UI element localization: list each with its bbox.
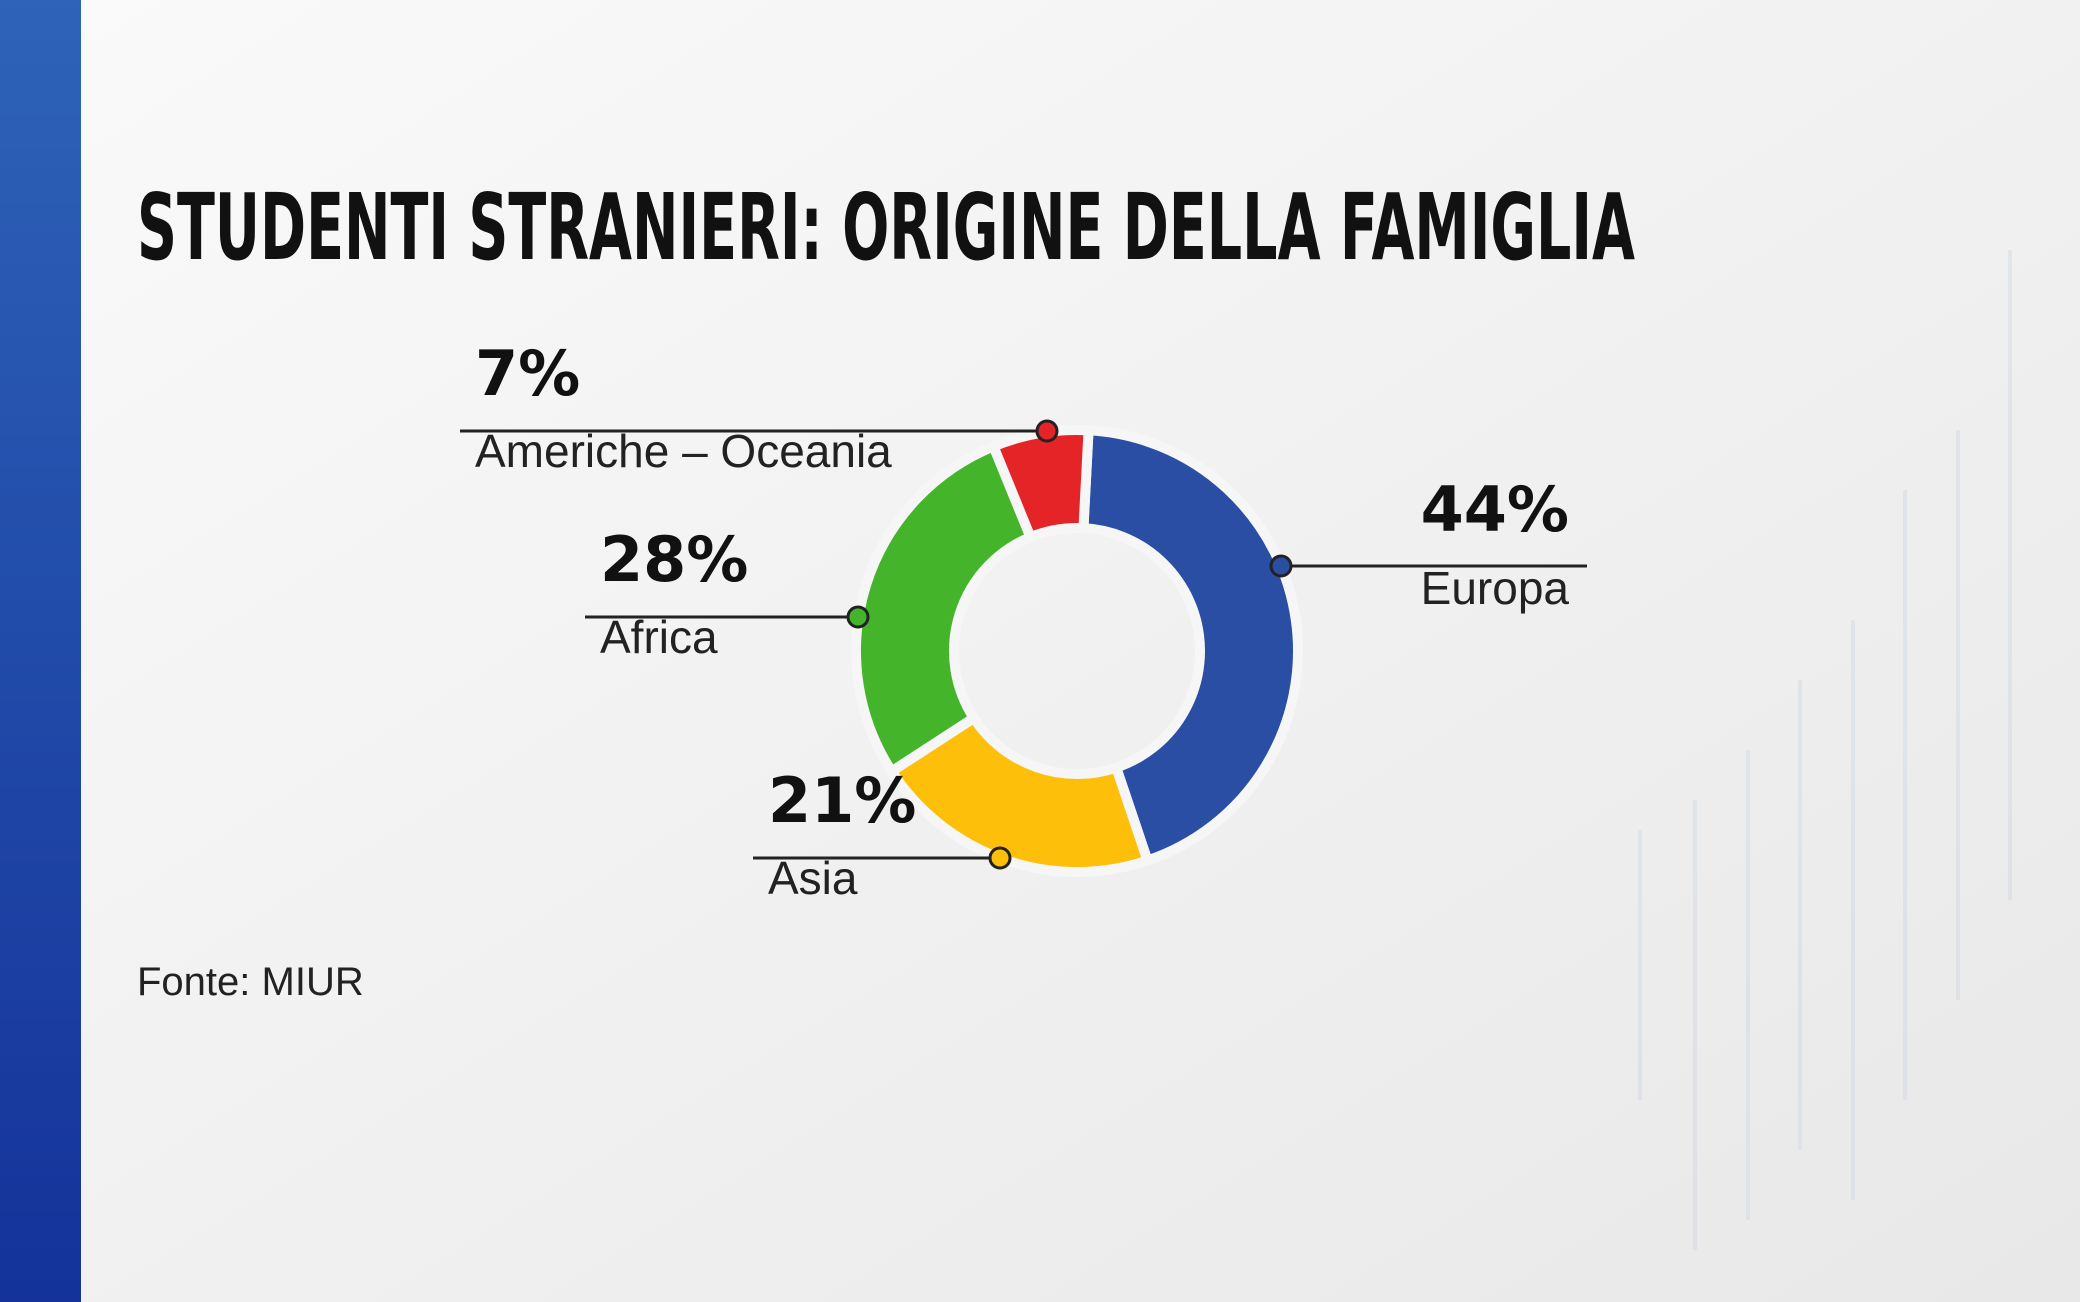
source: Fonte: MIUR xyxy=(137,960,364,1004)
value-label: 28% xyxy=(600,523,748,596)
donut-segment xyxy=(884,711,1154,877)
leader-dot xyxy=(846,605,870,629)
category-label: Africa xyxy=(600,611,718,663)
donut-segment xyxy=(986,425,1094,544)
value-label: 44% xyxy=(1421,473,1569,546)
donut-segment xyxy=(1078,425,1303,867)
donut-segment xyxy=(851,439,1038,779)
leader-dot xyxy=(988,846,1012,870)
background-decoration xyxy=(1638,250,2012,1250)
category-label: Americhe – Oceania xyxy=(475,425,892,477)
leader-dot xyxy=(1269,554,1293,578)
value-label: 21% xyxy=(768,764,916,837)
leader-dot xyxy=(1035,419,1059,443)
side-strip xyxy=(0,0,81,1302)
category-label: Europa xyxy=(1421,562,1570,614)
value-label: 7% xyxy=(475,337,580,410)
category-label: Asia xyxy=(768,852,858,904)
chart-title: STUDENTI STRANIERI: ORIGINE DELLA FAMIGL… xyxy=(137,174,1635,281)
